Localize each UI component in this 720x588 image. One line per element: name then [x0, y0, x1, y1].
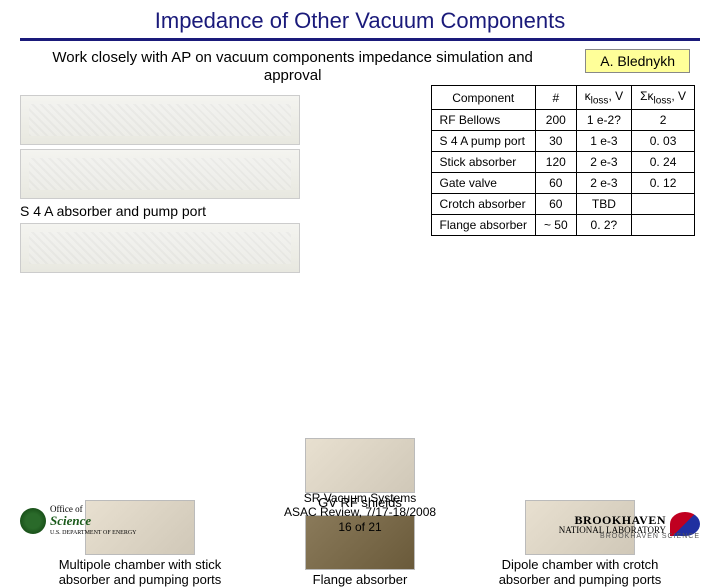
- table-cell: 200: [535, 110, 576, 131]
- author-box: A. Blednykh: [585, 49, 690, 73]
- table-cell: 2 e-3: [576, 152, 631, 173]
- table-cell: 60: [535, 173, 576, 194]
- office-main: Science: [50, 513, 91, 528]
- table-row: Crotch absorber60TBD: [431, 194, 694, 215]
- table-cell: 1 e-3: [576, 131, 631, 152]
- table-cell: ~ 50: [535, 215, 576, 236]
- table-cell: [632, 194, 695, 215]
- office-text: Office of Science U.S. DEPARTMENT OF ENE…: [50, 505, 136, 536]
- table-cell: 2: [632, 110, 695, 131]
- table-cell: 0. 12: [632, 173, 695, 194]
- left-figures: S 4 A absorber and pump port: [20, 95, 320, 273]
- figure-s4a-absorber: [20, 223, 300, 273]
- slide-title: Impedance of Other Vacuum Components: [0, 0, 720, 38]
- office-sub: U.S. DEPARTMENT OF ENERGY: [50, 530, 136, 536]
- col-sigma-kloss: Σκloss, V: [632, 86, 695, 110]
- subhead-row: Work closely with AP on vacuum component…: [0, 49, 720, 85]
- table-header-row: Component # κloss, V Σκloss, V: [431, 86, 694, 110]
- caption-flange: Flange absorber: [254, 573, 465, 588]
- table-cell: Flange absorber: [431, 215, 535, 236]
- impedance-table: Component # κloss, V Σκloss, V RF Bellow…: [431, 85, 695, 236]
- figure-beam-pipe: [20, 95, 300, 145]
- table-row: S 4 A pump port301 e-30. 03: [431, 131, 694, 152]
- figure-s4a-port: [20, 149, 300, 199]
- logo-office-science: Office of Science U.S. DEPARTMENT OF ENE…: [20, 505, 136, 536]
- footer-bar: Office of Science U.S. DEPARTMENT OF ENE…: [0, 505, 720, 536]
- table-cell: 0. 24: [632, 152, 695, 173]
- table-row: Gate valve602 e-30. 12: [431, 173, 694, 194]
- table-cell: 60: [535, 194, 576, 215]
- table-cell: 2 e-3: [576, 173, 631, 194]
- table-row: RF Bellows2001 e-2?2: [431, 110, 694, 131]
- table-cell: 1 e-2?: [576, 110, 631, 131]
- table-cell: Gate valve: [431, 173, 535, 194]
- table-cell: 0. 2?: [576, 215, 631, 236]
- table-cell: 0. 03: [632, 131, 695, 152]
- caption-multipole: Multipole chamber with stick absorber an…: [34, 558, 245, 588]
- caption-s4a: S 4 A absorber and pump port: [20, 203, 320, 219]
- subhead-text: Work closely with AP on vacuum component…: [30, 49, 585, 85]
- doe-seal-icon: [20, 508, 46, 534]
- bnl-text: BROOKHAVEN NATIONAL LABORATORY: [559, 514, 666, 535]
- col-component: Component: [431, 86, 535, 110]
- table-cell: 30: [535, 131, 576, 152]
- table-row: Stick absorber1202 e-30. 24: [431, 152, 694, 173]
- col-kloss: κloss, V: [576, 86, 631, 110]
- table-cell: Stick absorber: [431, 152, 535, 173]
- table-cell: [632, 215, 695, 236]
- table-cell: S 4 A pump port: [431, 131, 535, 152]
- bnl-footer-text: BROOKHAVEN SCIENCE: [600, 533, 700, 540]
- table-row: Flange absorber~ 500. 2?: [431, 215, 694, 236]
- title-rule: [20, 38, 700, 41]
- caption-dipole: Dipole chamber with crotch absorber and …: [474, 558, 685, 588]
- figure-gv-shields: [305, 438, 415, 493]
- table-cell: TBD: [576, 194, 631, 215]
- col-count: #: [535, 86, 576, 110]
- footer-line1: SR Vacuum Systems: [284, 491, 436, 505]
- table-cell: RF Bellows: [431, 110, 535, 131]
- table-cell: Crotch absorber: [431, 194, 535, 215]
- table-cell: 120: [535, 152, 576, 173]
